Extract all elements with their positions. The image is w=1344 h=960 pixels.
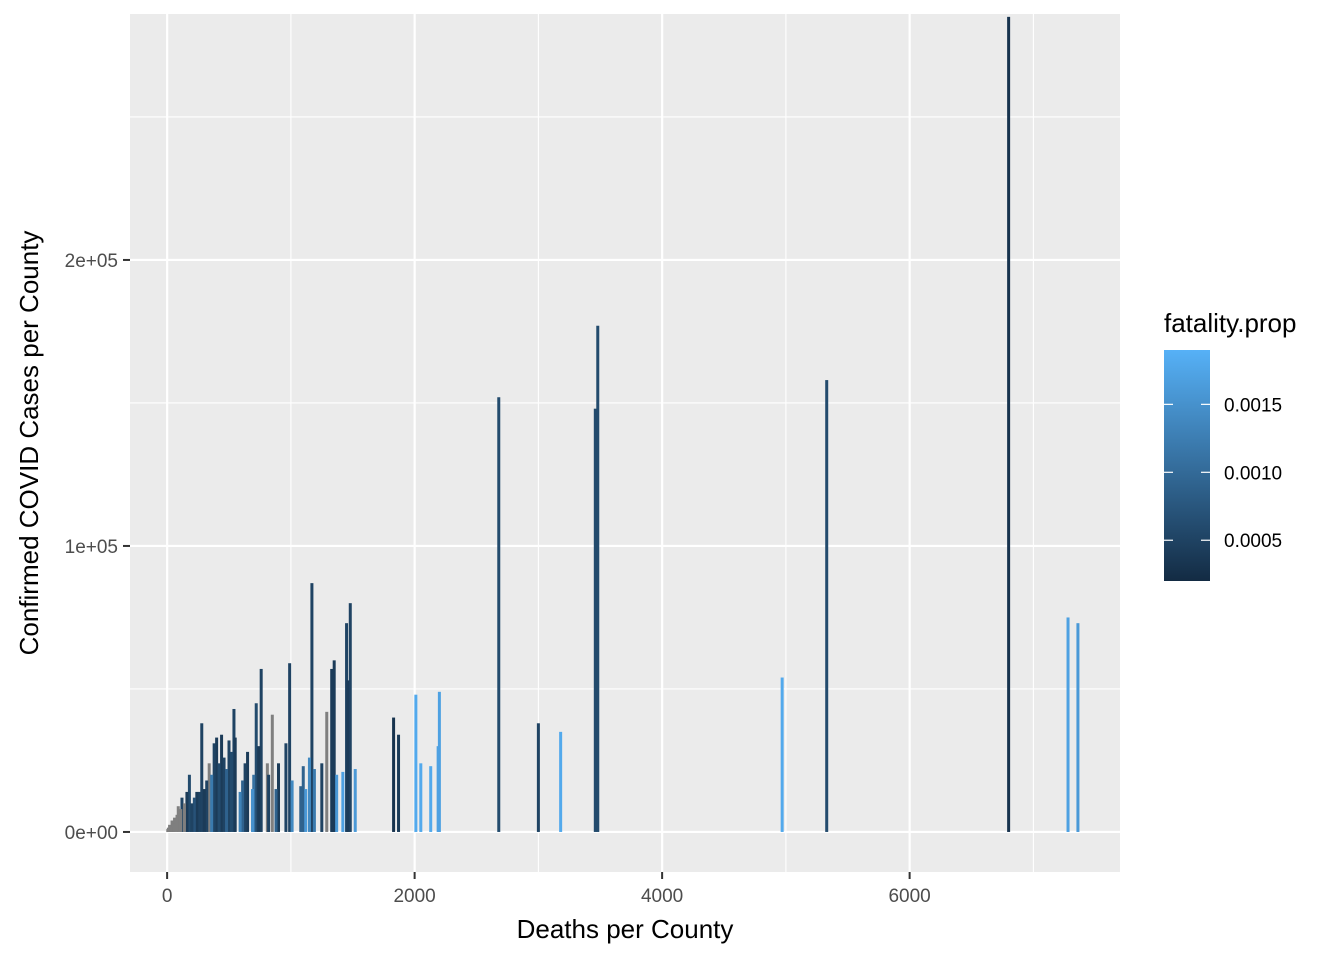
x-tick-label: 4000 xyxy=(641,886,683,907)
bar xyxy=(259,668,263,832)
bar xyxy=(227,740,231,832)
bar xyxy=(288,663,292,832)
bar xyxy=(596,325,600,832)
bar xyxy=(190,803,194,832)
color-legend: fatality.prop 0.0005 0.0010 0.0015 xyxy=(1164,308,1296,581)
x-tick-label: 0 xyxy=(162,886,173,907)
bar xyxy=(1076,623,1080,832)
bars xyxy=(166,16,1080,832)
bar xyxy=(220,734,224,832)
bar xyxy=(392,717,396,832)
bar xyxy=(825,380,829,832)
bar xyxy=(175,814,179,832)
x-tick-label: 6000 xyxy=(888,886,930,907)
panel-background xyxy=(130,14,1120,872)
bar xyxy=(429,766,433,832)
bar xyxy=(325,711,329,832)
bar xyxy=(320,763,324,832)
bar xyxy=(179,809,183,832)
bar xyxy=(330,668,334,832)
y-tick-label: 1e+05 xyxy=(65,537,118,558)
minor-gridlines xyxy=(130,14,1120,872)
bar xyxy=(207,763,211,832)
bar xyxy=(192,797,196,832)
bar xyxy=(497,397,501,832)
y-axis: 0e+00 1e+05 2e+05 xyxy=(65,251,130,844)
bar xyxy=(205,780,209,832)
bar xyxy=(304,789,308,832)
bar xyxy=(331,769,335,832)
bar xyxy=(274,789,278,832)
bar xyxy=(332,660,336,832)
bar xyxy=(217,763,221,832)
bar xyxy=(185,791,189,832)
y-tick-label: 0e+00 xyxy=(65,823,118,844)
bar xyxy=(241,780,245,832)
x-axis-title: Deaths per County xyxy=(517,914,734,944)
legend-breaks: 0.0005 0.0010 0.0015 xyxy=(1164,395,1282,552)
bar xyxy=(169,826,173,832)
bar xyxy=(312,769,316,832)
bar xyxy=(257,746,261,832)
bar xyxy=(290,780,294,832)
y-axis-title: Confirmed COVID Cases per County xyxy=(14,231,44,656)
bar xyxy=(310,583,314,832)
legend-colorbar xyxy=(1164,350,1210,581)
bar xyxy=(246,751,250,832)
legend-break-label: 0.0015 xyxy=(1224,395,1282,416)
bar xyxy=(277,763,280,832)
bar xyxy=(212,743,216,832)
bar xyxy=(307,757,311,832)
bar xyxy=(197,791,201,832)
bar xyxy=(346,680,350,832)
bar xyxy=(233,737,237,832)
bar xyxy=(341,771,345,832)
bar xyxy=(436,746,440,832)
bar xyxy=(225,769,229,832)
bar xyxy=(348,603,352,832)
bar xyxy=(238,791,242,832)
bar xyxy=(299,786,303,832)
bar xyxy=(1007,16,1011,832)
bar xyxy=(270,714,274,832)
bar xyxy=(251,789,255,832)
bar xyxy=(187,774,191,832)
legend-title: fatality.prop xyxy=(1164,308,1296,338)
bar xyxy=(202,789,206,832)
bar xyxy=(171,823,175,832)
major-gridlines xyxy=(130,14,1120,872)
bar xyxy=(182,803,186,832)
bar xyxy=(397,734,401,832)
bar xyxy=(210,774,214,832)
legend-break-label: 0.0010 xyxy=(1224,463,1282,484)
bar xyxy=(243,763,247,832)
x-tick-label: 2000 xyxy=(393,886,435,907)
bar xyxy=(200,723,204,832)
bar xyxy=(780,677,784,832)
bar xyxy=(222,757,226,832)
bar xyxy=(254,703,258,832)
bar xyxy=(1066,617,1070,832)
bar xyxy=(301,766,305,832)
bar xyxy=(267,774,271,832)
y-tick-label: 2e+05 xyxy=(65,251,118,272)
bar xyxy=(353,769,357,832)
bar xyxy=(229,751,233,832)
x-axis: 0 2000 4000 6000 xyxy=(162,872,931,907)
bar xyxy=(536,723,540,832)
bar xyxy=(419,763,423,832)
legend-break-label: 0.0005 xyxy=(1224,531,1282,552)
bar xyxy=(166,829,170,832)
bar xyxy=(195,791,199,832)
bar xyxy=(284,743,288,832)
bar xyxy=(335,774,339,832)
bar xyxy=(215,737,219,832)
bar xyxy=(593,408,597,832)
bar xyxy=(414,694,418,832)
bar xyxy=(559,731,563,832)
